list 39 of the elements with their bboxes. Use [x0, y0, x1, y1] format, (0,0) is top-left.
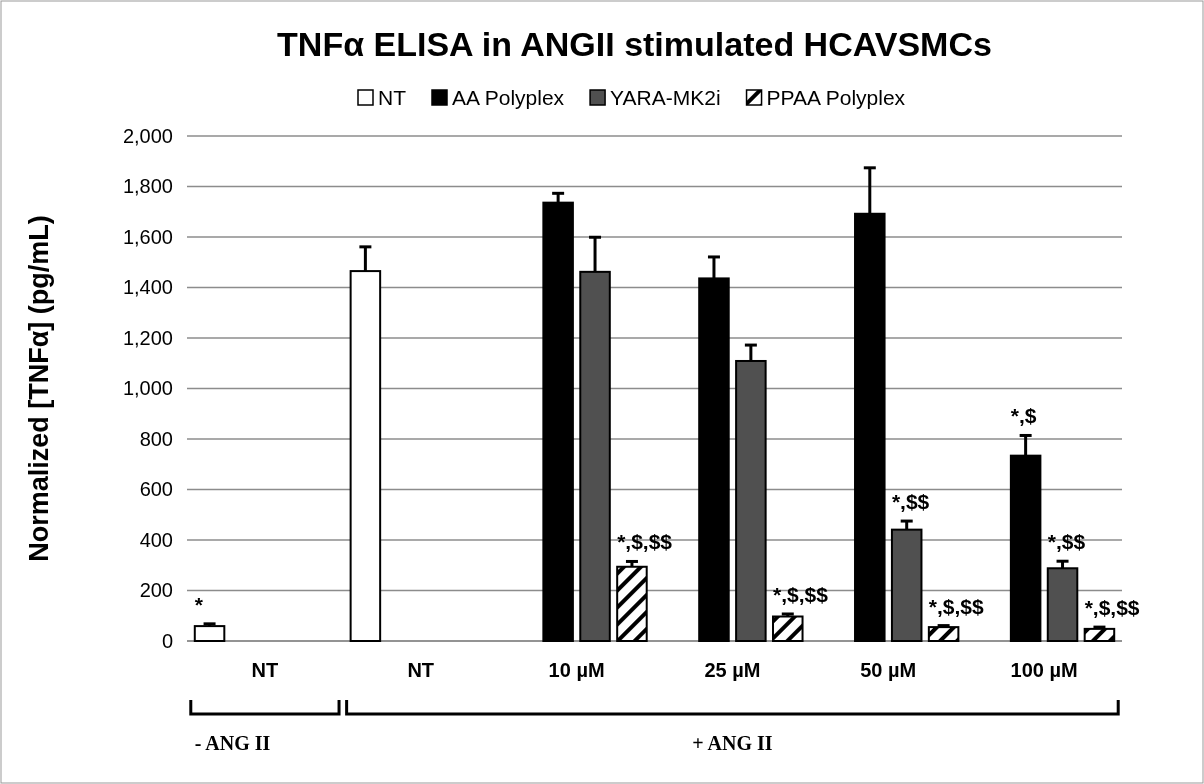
data-label: *,$$ [891, 490, 930, 514]
bar [1046, 567, 1079, 642]
y-tick-label: 800 [139, 427, 173, 450]
x-tick-label: 25 µM [704, 659, 761, 682]
y-tick-label: 2,000 [122, 124, 173, 147]
y-tick-label: 1,400 [122, 276, 173, 299]
bar [927, 626, 960, 642]
y-tick-label: 1,200 [122, 326, 173, 349]
y-tick-label: 1,800 [122, 175, 173, 198]
x-tick-label: NT [251, 659, 279, 682]
data-label: *,$,$$ [617, 530, 673, 554]
y-tick-label: 400 [139, 528, 173, 551]
text: - ANG II [194, 732, 271, 754]
legend-label: AA Polyplex [452, 86, 565, 109]
y-tick-label: 200 [139, 579, 173, 602]
x-tick-label: NT [407, 659, 435, 682]
data-label: *,$ [1010, 404, 1037, 428]
data-label: *,$,$$ [1084, 596, 1140, 620]
y-axis-title: Normalized [TNFα] (pg/mL) [24, 215, 54, 562]
x-tick-label: 10 µM [548, 659, 605, 682]
y-tick-label: 0 [161, 629, 173, 652]
chart-title: TNFα ELISA in ANGII stimulated HCAVSMCs [277, 25, 992, 63]
y-tick-label: 1,000 [122, 377, 173, 400]
legend-label: PPAA Polyplex [766, 86, 906, 109]
legend-label: NT [378, 86, 407, 109]
data-label: *,$,$$ [928, 594, 985, 618]
bar [193, 625, 226, 642]
legend-label: YARA-MK2i [610, 86, 721, 109]
x-tick-label: 50 µM [860, 659, 917, 682]
text: + ANG II [692, 732, 773, 754]
bar [772, 615, 804, 642]
data-label: * [194, 592, 204, 616]
data-label: *,$,$$ [773, 582, 829, 606]
y-tick-label: 600 [139, 478, 173, 501]
bar [1083, 627, 1116, 642]
bar [616, 565, 648, 642]
data-label: *,$$ [1047, 530, 1086, 554]
y-tick-label: 1,600 [122, 225, 173, 248]
x-tick-label: 100 µM [1010, 659, 1078, 682]
